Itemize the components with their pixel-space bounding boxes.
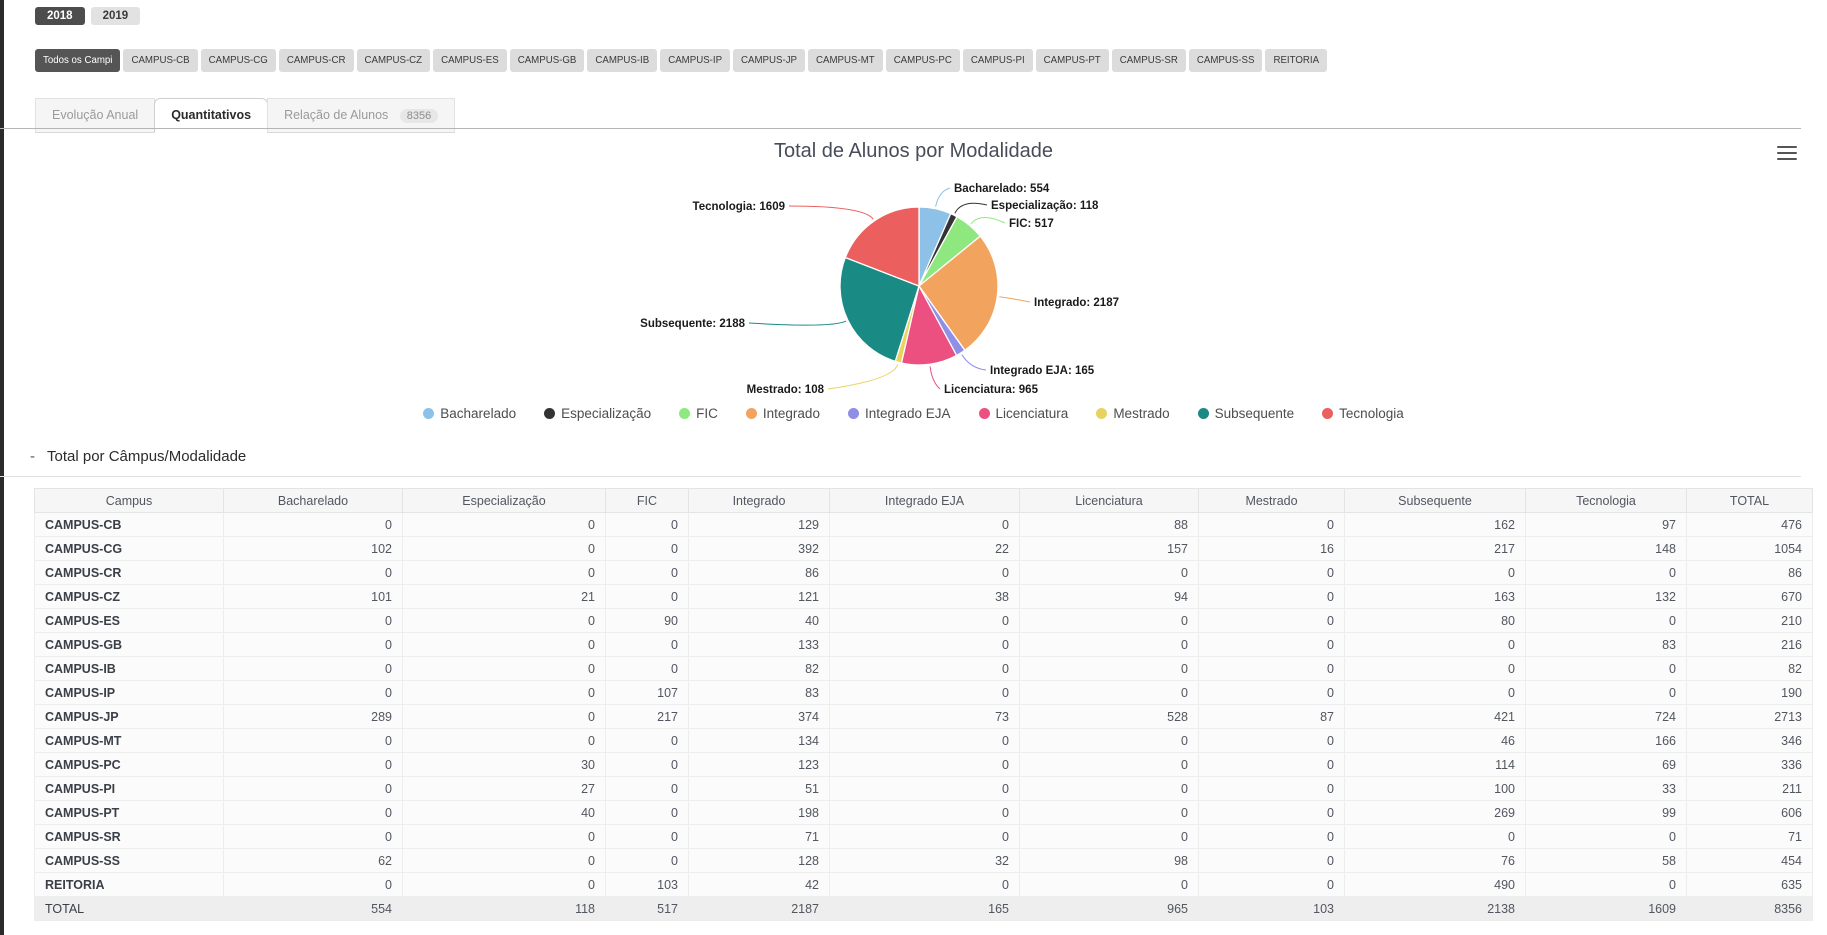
svg-text:Subsequente: 2188: Subsequente: 2188 — [640, 318, 745, 330]
svg-text:Licenciatura: 965: Licenciatura: 965 — [944, 384, 1039, 396]
svg-text:Integrado EJA: 165: Integrado EJA: 165 — [990, 365, 1095, 377]
svg-text:Mestrado: 108: Mestrado: 108 — [747, 384, 825, 396]
svg-text:Bacharelado: 554: Bacharelado: 554 — [954, 183, 1050, 195]
svg-text:Integrado: 2187: Integrado: 2187 — [1034, 297, 1119, 309]
svg-text:Especialização: 118: Especialização: 118 — [991, 200, 1099, 212]
svg-text:FIC: 517: FIC: 517 — [1009, 218, 1054, 230]
svg-text:Tecnologia: 1609: Tecnologia: 1609 — [693, 201, 785, 213]
